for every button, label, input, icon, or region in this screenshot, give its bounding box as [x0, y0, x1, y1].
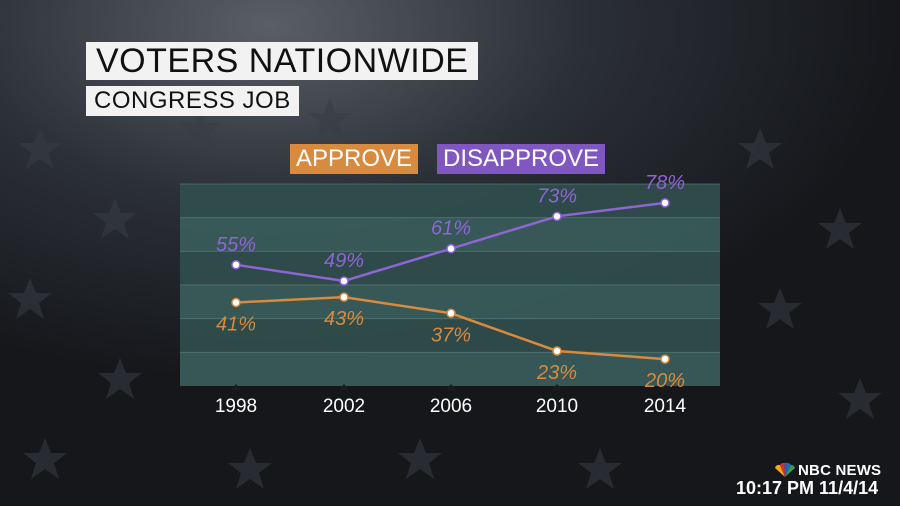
x-tick-mark — [231, 384, 241, 390]
data-point-disapprove — [446, 243, 456, 254]
data-label-disapprove: 78% — [645, 172, 685, 194]
data-label-disapprove: 49% — [324, 250, 364, 272]
data-label-disapprove: 61% — [431, 218, 471, 240]
data-label-approve: 23% — [536, 362, 577, 384]
data-point-disapprove — [339, 276, 349, 286]
x-tick-mark — [339, 384, 349, 390]
grid-band — [180, 251, 720, 285]
legend-disapprove: DISAPPROVE — [437, 144, 606, 174]
data-point-approve — [339, 292, 349, 302]
chart-subtitle: CONGRESS JOB — [86, 86, 299, 116]
data-point-disapprove — [552, 211, 562, 222]
x-tick-label: 2002 — [323, 396, 365, 417]
data-point-approve — [231, 297, 241, 308]
data-point-approve — [552, 346, 562, 356]
data-label-approve: 43% — [324, 308, 364, 330]
nbc-news-logo: NBC NEWS — [772, 460, 881, 480]
data-label-approve: 37% — [431, 324, 471, 346]
network-name: NBC NEWS — [798, 461, 882, 479]
data-point-disapprove — [231, 260, 241, 270]
timestamp: 10:17 PM 11/4/14 — [736, 478, 879, 498]
peacock-icon — [775, 462, 795, 477]
x-tick-label: 2006 — [430, 396, 472, 417]
x-tick-mark — [660, 384, 670, 390]
grid-band — [180, 352, 720, 386]
data-label-approve: 20% — [644, 370, 685, 392]
legend-approve: APPROVE — [290, 144, 419, 174]
grid-band — [180, 184, 720, 218]
data-label-disapprove: 73% — [537, 185, 577, 207]
data-point-approve — [660, 354, 670, 364]
x-tick-label: 2010 — [536, 396, 578, 417]
x-tick-label: 1998 — [215, 396, 257, 417]
x-tick-label: 2014 — [644, 396, 687, 417]
grid-band — [180, 318, 720, 353]
chart-title: VOTERS NATIONWIDE — [86, 42, 479, 80]
data-label-approve: 41% — [216, 314, 256, 336]
x-tick-mark — [446, 384, 456, 390]
data-point-disapprove — [660, 198, 670, 208]
x-tick-mark — [552, 384, 562, 390]
data-point-approve — [446, 308, 456, 319]
data-label-disapprove: 55% — [216, 234, 256, 256]
